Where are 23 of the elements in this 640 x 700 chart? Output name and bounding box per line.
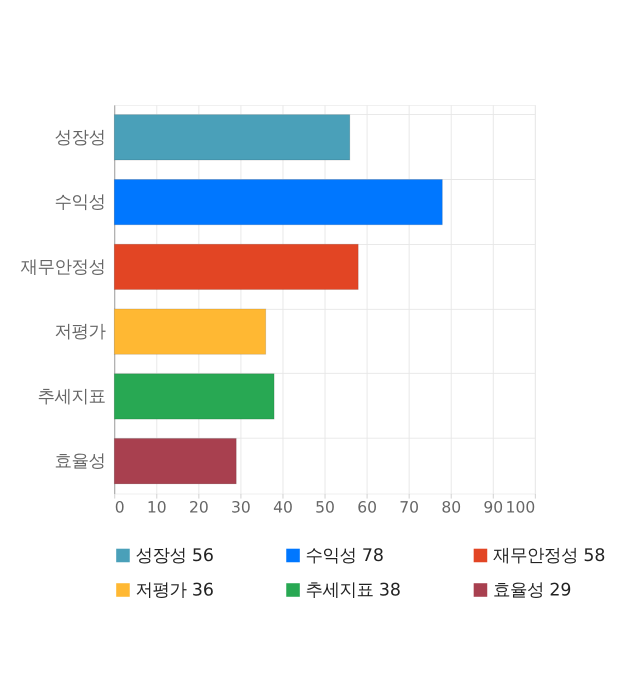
x-tick-label: 0	[114, 498, 125, 516]
x-tick-label: 30	[231, 498, 251, 516]
y-tick-label: 성장성	[54, 128, 106, 148]
x-tick-label: 10	[146, 498, 167, 516]
y-tick-label: 재무안정성	[20, 257, 106, 278]
x-tick-label: 90	[483, 498, 504, 516]
x-tick-label: 80	[441, 498, 462, 516]
legend-label: 수익성 78	[305, 546, 384, 566]
x-tick-label: 20	[188, 498, 209, 516]
legend-label: 성장성 56	[135, 546, 214, 566]
y-tick-label: 수익성	[54, 192, 106, 213]
y-tick-label: 저평가	[54, 322, 106, 342]
x-tick-label: 40	[273, 498, 293, 516]
y-tick-label: 효율성	[54, 452, 106, 472]
x-tick-label: 70	[399, 498, 420, 516]
x-tick-label: 50	[315, 498, 335, 516]
y-tick-label: 추세지표	[38, 386, 106, 407]
x-tick-label: 100	[506, 498, 536, 516]
legend-label: 추세지표 38	[305, 580, 401, 600]
x-tick-label: 60	[357, 498, 377, 516]
legend-label: 재무안정성 58	[492, 546, 606, 566]
legend-label: 저평가 36	[135, 580, 214, 600]
legend-label: 효율성 29	[492, 580, 572, 600]
